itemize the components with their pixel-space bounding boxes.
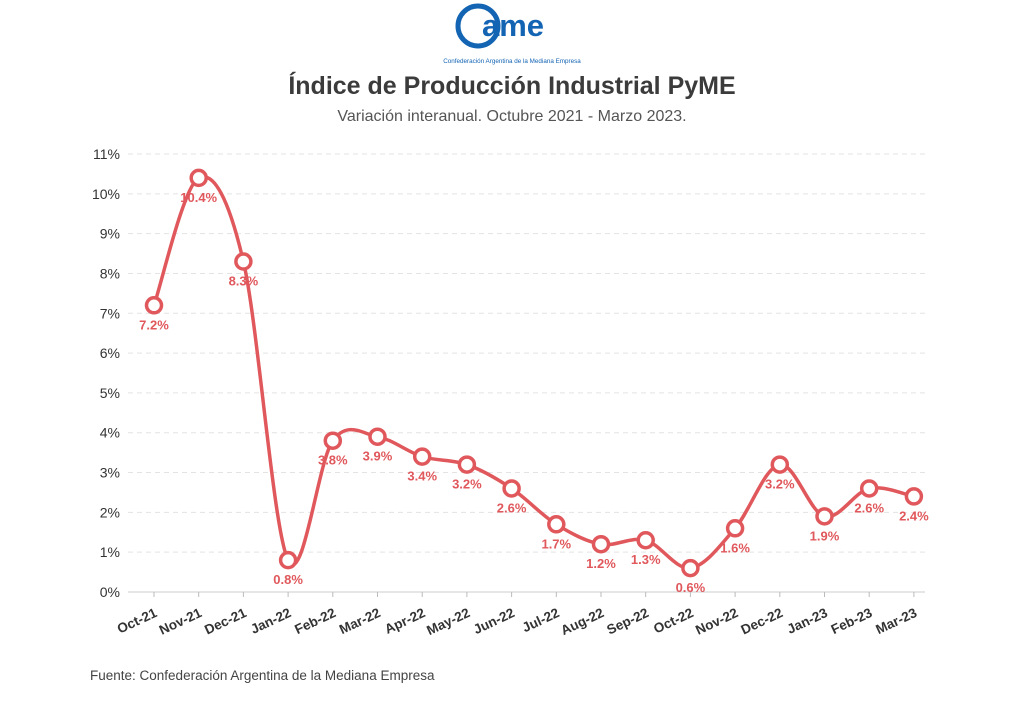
- x-tick-label: Mar-22: [337, 605, 383, 637]
- data-point: [815, 507, 834, 526]
- data-point: [547, 515, 566, 534]
- series-line: [152, 175, 915, 570]
- x-tick-label: Dec-22: [739, 605, 785, 637]
- y-tick-label: 5%: [100, 385, 120, 401]
- data-label: 1.3%: [631, 552, 661, 567]
- data-label: 3.2%: [452, 477, 482, 492]
- gridlines: [128, 153, 925, 593]
- logo-caption: Confederación Argentina de la Mediana Em…: [443, 58, 581, 65]
- data-label: 3.4%: [407, 469, 437, 484]
- data-point: [904, 487, 924, 506]
- logo-ring: [455, 3, 501, 49]
- data-point: [859, 479, 879, 498]
- data-label: 8.3%: [229, 274, 259, 289]
- data-label: 3.8%: [318, 453, 348, 468]
- data-point: [725, 519, 745, 538]
- data-point: [323, 431, 343, 450]
- data-label: 0.6%: [676, 580, 706, 595]
- x-tick-label: Jan-23: [785, 605, 831, 637]
- data-point: [457, 455, 477, 474]
- data-label: 3.9%: [363, 449, 393, 464]
- x-tick-label: Apr-22: [382, 605, 427, 637]
- x-tick-label: Nov-21: [157, 605, 205, 638]
- data-point: [770, 455, 790, 474]
- source-note: Fuente: Confederación Argentina de la Me…: [90, 668, 435, 683]
- data-labels-layer: 7.2% 10.4% 8.3% 0.8% 3.8% 3.9% 3.4% 3.2% 2.6% 1.7…: [139, 190, 929, 595]
- x-tick-label: Feb-23: [829, 605, 875, 637]
- y-tick-label: 2%: [100, 504, 120, 520]
- data-point: [234, 252, 253, 271]
- y-axis-ticks: 0% 1% 2% 3% 4% 5% 6% 7% 8% 9% 10% 11%: [92, 146, 120, 600]
- chart-title: Índice de Producción Industrial PyME: [288, 72, 736, 100]
- data-label: 3.2%: [765, 477, 795, 492]
- data-point: [144, 296, 164, 315]
- data-label: 2.4%: [899, 508, 929, 523]
- data-point: [591, 534, 611, 554]
- data-label: 10.4%: [180, 190, 217, 205]
- x-tick-label: Sep-22: [604, 605, 650, 637]
- y-tick-label: 0%: [100, 584, 120, 600]
- data-point: [278, 550, 298, 570]
- data-label: 1.2%: [586, 556, 616, 571]
- x-tick-label: Mar-23: [873, 605, 919, 637]
- data-point: [189, 168, 208, 188]
- data-label: 1.7%: [541, 536, 571, 551]
- logo-wordmark: ame: [482, 8, 544, 43]
- series-layer: [152, 175, 915, 570]
- data-point: [368, 427, 387, 446]
- x-tick-label: Oct-22: [651, 605, 695, 636]
- data-point: [412, 447, 432, 466]
- x-tick-label: Dec-21: [202, 605, 249, 638]
- x-tick-label: Jun-22: [471, 605, 517, 637]
- data-label: 1.6%: [720, 540, 750, 555]
- chart-subtitle: Variación interanual. Octubre 2021 - Mar…: [337, 108, 687, 125]
- data-label: 2.6%: [854, 500, 884, 515]
- data-point: [636, 530, 655, 550]
- data-label: 7.2%: [139, 317, 169, 332]
- data-label: 1.9%: [810, 528, 840, 543]
- came-logo: ame Confederación Argentina de la Median…: [430, 0, 595, 68]
- data-label: 2.6%: [497, 500, 527, 515]
- y-tick-label: 6%: [100, 345, 120, 361]
- x-tick-label: Feb-22: [292, 605, 338, 637]
- data-point: [681, 558, 700, 578]
- x-tick-label: Jul-22: [520, 605, 562, 635]
- y-tick-label: 9%: [100, 226, 120, 242]
- y-tick-label: 10%: [92, 186, 120, 202]
- y-tick-label: 11%: [93, 146, 120, 162]
- data-point: [502, 479, 521, 498]
- x-tick-label: Jan-22: [248, 605, 293, 637]
- y-tick-label: 1%: [100, 544, 120, 560]
- y-tick-label: 7%: [100, 305, 120, 321]
- x-tick-label: Oct-21: [115, 605, 160, 637]
- x-tick-label: Nov-22: [693, 605, 740, 638]
- y-tick-label: 3%: [100, 465, 120, 481]
- points-layer: [144, 168, 924, 578]
- x-tick-label: May-22: [424, 605, 472, 638]
- x-tick-label: Aug-22: [558, 605, 606, 638]
- y-tick-label: 8%: [100, 265, 120, 281]
- data-label: 0.8%: [273, 572, 303, 587]
- y-tick-label: 4%: [100, 425, 120, 441]
